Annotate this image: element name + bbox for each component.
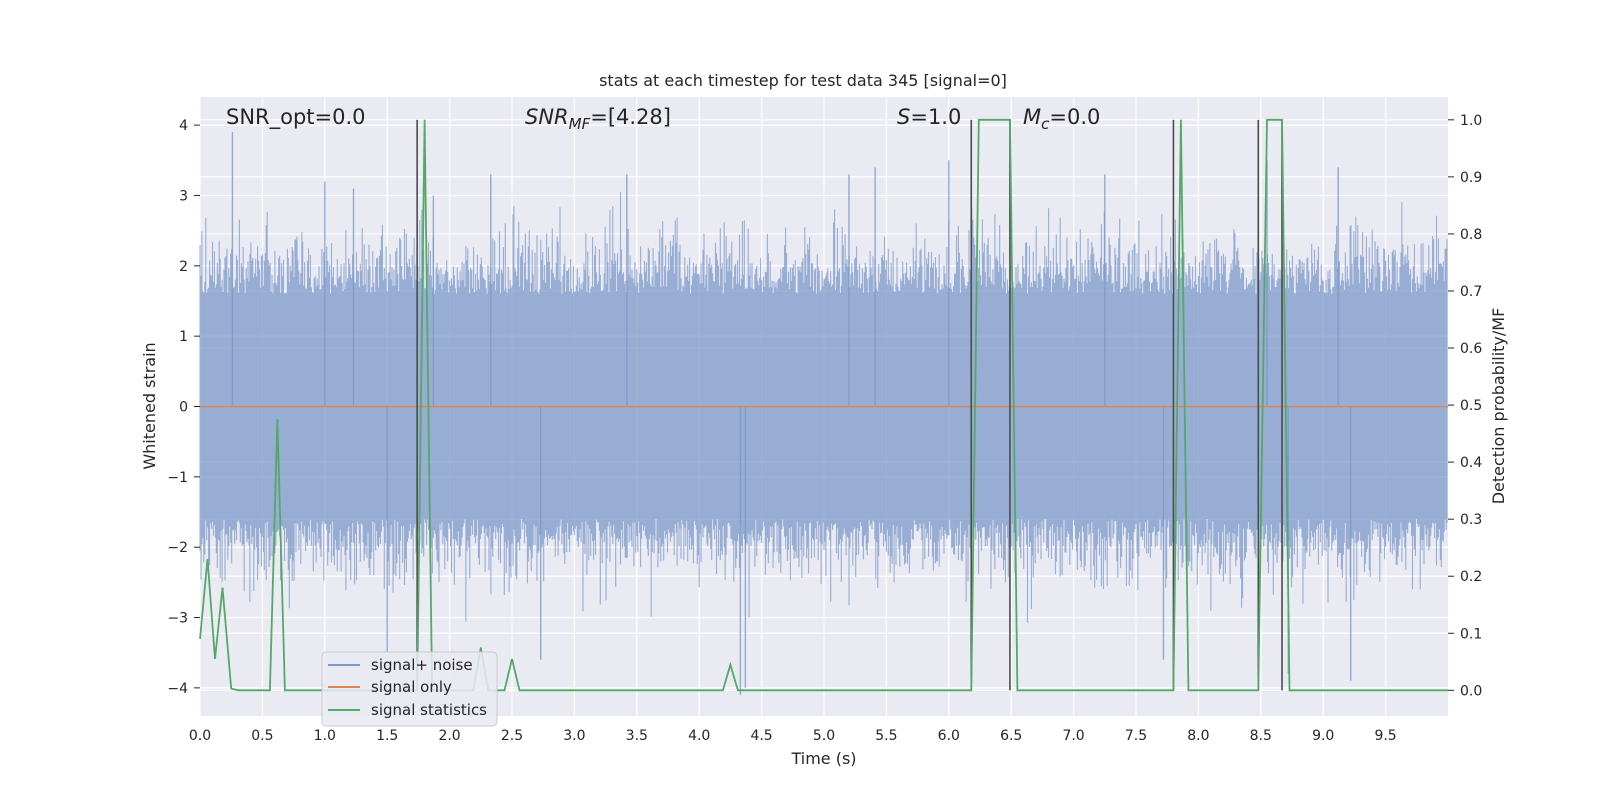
x-tick-label: 5.0 bbox=[813, 728, 835, 744]
y-left-tick-label: −3 bbox=[167, 611, 188, 627]
mc-rest: =0.0 bbox=[1049, 105, 1100, 129]
legend: signal+ noise signal only signal statist… bbox=[321, 651, 498, 727]
x-tick-label: 3.0 bbox=[563, 728, 585, 744]
y-left-axis-label: Whitened strain bbox=[140, 342, 159, 469]
snr-mf-rest: =[4.28] bbox=[590, 105, 671, 129]
s-main: S bbox=[897, 105, 910, 129]
s-annotation: S=1.0 bbox=[897, 105, 961, 129]
x-tick-label: 2.5 bbox=[501, 728, 523, 744]
y-left-tick-label: −4 bbox=[167, 681, 188, 697]
x-tick-label: 1.5 bbox=[376, 728, 398, 744]
chart-title: stats at each timestep for test data 345… bbox=[599, 71, 1007, 90]
mc-sub: c bbox=[1041, 115, 1050, 133]
x-tick-label: 6.0 bbox=[938, 728, 960, 744]
y-right-tick-label: 0.5 bbox=[1460, 398, 1482, 414]
x-tick-label: 6.5 bbox=[1000, 728, 1022, 744]
detection-markers bbox=[416, 119, 1283, 691]
y-left-tick-label: 0 bbox=[179, 400, 188, 416]
y-left-tick-labels: 4 3 2 1 0 −1 −2 −3 −4 bbox=[167, 118, 200, 697]
mc-main: M bbox=[1023, 105, 1041, 129]
x-tick-label: 2.0 bbox=[438, 728, 460, 744]
x-tick-label: 0.0 bbox=[189, 728, 211, 744]
signal-noise-series bbox=[199, 132, 1448, 695]
y-right-tick-label: 0.0 bbox=[1460, 683, 1482, 699]
y-left-tick-label: 1 bbox=[179, 329, 188, 345]
x-tick-label: 4.0 bbox=[688, 728, 710, 744]
snr-mf-sub: MF bbox=[569, 115, 591, 133]
x-tick-label: 7.0 bbox=[1062, 728, 1084, 744]
x-tick-label: 8.5 bbox=[1250, 728, 1272, 744]
snr-mf-annotation: SNRMF=[4.28] bbox=[525, 105, 671, 133]
y-right-tick-label: 0.7 bbox=[1460, 284, 1482, 300]
s-rest: =1.0 bbox=[910, 105, 961, 129]
y-right-tick-label: 0.8 bbox=[1460, 227, 1482, 243]
legend-label-signal-only: signal only bbox=[371, 678, 452, 696]
y-right-tick-labels: 1.0 0.9 0.8 0.7 0.6 0.5 0.4 0.3 0.2 0.1 0.0 bbox=[1448, 113, 1482, 699]
x-axis-label: Time (s) bbox=[790, 749, 856, 768]
y-right-axis-label: Detection probability/MF bbox=[1489, 308, 1508, 505]
y-left-tick-label: 4 bbox=[179, 118, 188, 134]
x-tick-labels: 0.0 0.5 1.0 1.5 2.0 2.5 3.0 3.5 4.0 4.5 5.0 5.5 6.0 6… bbox=[189, 728, 1397, 744]
snr-mf-main: SNR bbox=[525, 105, 569, 129]
legend-label-noise: signal+ noise bbox=[371, 656, 473, 674]
y-right-tick-label: 0.4 bbox=[1460, 455, 1482, 471]
x-tick-label: 1.0 bbox=[314, 728, 336, 744]
y-right-tick-label: 0.3 bbox=[1460, 512, 1482, 528]
y-right-tick-label: 0.9 bbox=[1460, 170, 1482, 186]
legend-box bbox=[321, 651, 498, 727]
y-left-tick-label: −1 bbox=[167, 470, 188, 486]
x-tick-label: 3.5 bbox=[626, 728, 648, 744]
y-right-tick-label: 1.0 bbox=[1460, 113, 1482, 129]
y-right-tick-label: 0.2 bbox=[1460, 569, 1482, 585]
mc-annotation: Mc=0.0 bbox=[1023, 105, 1100, 133]
y-left-tick-label: −2 bbox=[167, 540, 188, 556]
x-tick-label: 9.0 bbox=[1312, 728, 1334, 744]
legend-label-statistics: signal statistics bbox=[371, 701, 487, 719]
snr-opt-annotation: SNR_opt=0.0 bbox=[226, 105, 366, 130]
noise-band bbox=[199, 192, 1448, 623]
x-tick-label: 4.5 bbox=[750, 728, 772, 744]
signal-statistics-series bbox=[199, 118, 1448, 692]
x-tick-label: 7.5 bbox=[1125, 728, 1147, 744]
y-left-tick-label: 3 bbox=[179, 188, 188, 204]
x-tick-label: 8.0 bbox=[1187, 728, 1209, 744]
x-tick-label: 9.5 bbox=[1374, 728, 1396, 744]
y-right-tick-label: 0.1 bbox=[1460, 626, 1482, 642]
y-left-tick-label: 2 bbox=[179, 259, 188, 275]
x-tick-label: 0.5 bbox=[251, 728, 273, 744]
y-right-tick-label: 0.6 bbox=[1460, 341, 1482, 357]
x-tick-label: 5.5 bbox=[875, 728, 897, 744]
